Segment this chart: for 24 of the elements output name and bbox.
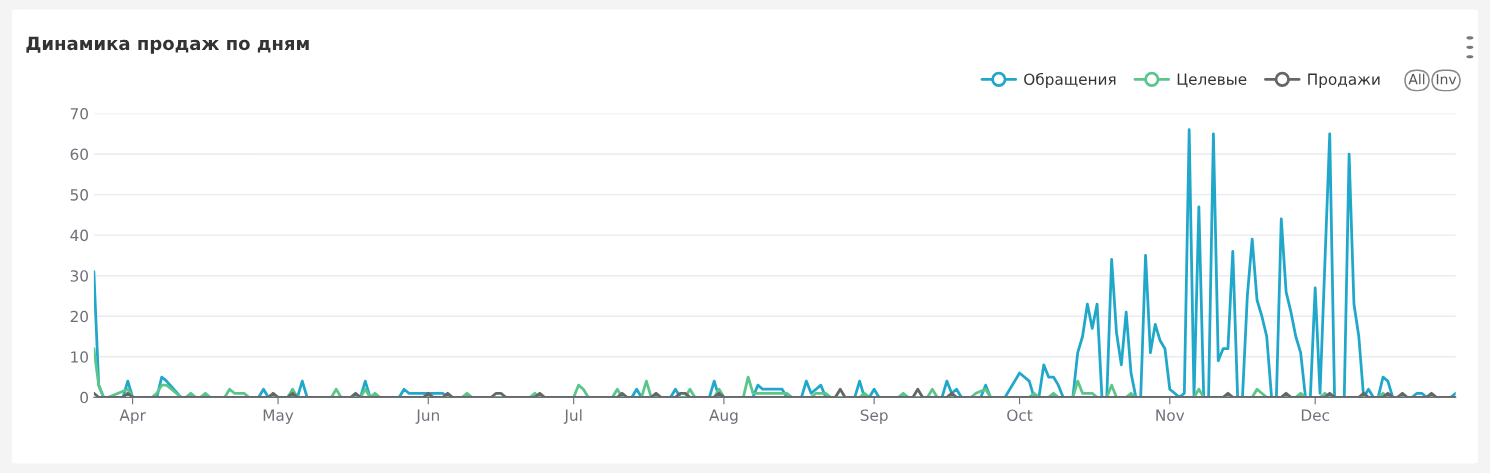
x-tick-label: Dec bbox=[1301, 409, 1330, 421]
y-tick-label: 50 bbox=[70, 189, 88, 201]
y-tick-label: 40 bbox=[70, 229, 88, 242]
y-tick-label: 60 bbox=[70, 148, 88, 161]
x-tick-label: Aug bbox=[709, 409, 738, 424]
x-tick-label: Oct bbox=[1007, 409, 1033, 421]
y-tick-label: 20 bbox=[70, 310, 88, 323]
x-tick-label: Jun bbox=[415, 409, 439, 424]
line-series bbox=[93, 128, 1456, 398]
text: Inv bbox=[1436, 74, 1457, 85]
legend-label: Целевые bbox=[1177, 73, 1247, 88]
x-tick-label: May bbox=[263, 409, 294, 424]
y-tick-label: 30 bbox=[70, 270, 88, 282]
chart-title: Динамика продаж по дням bbox=[26, 36, 309, 54]
legend-label: Обращения bbox=[1024, 72, 1116, 88]
y-tick-label: 0 bbox=[80, 391, 88, 404]
y-tick-label: 10 bbox=[71, 351, 88, 363]
text: All bbox=[1408, 73, 1425, 85]
y-tick-label: 70 bbox=[70, 107, 88, 120]
x-tick-label: Jul bbox=[563, 409, 582, 424]
legend-label: Продажи bbox=[1308, 73, 1380, 88]
x-tick-label: Apr bbox=[119, 409, 146, 424]
x-tick-label: Sep bbox=[860, 409, 888, 424]
x-tick-label: Nov bbox=[1156, 409, 1185, 421]
